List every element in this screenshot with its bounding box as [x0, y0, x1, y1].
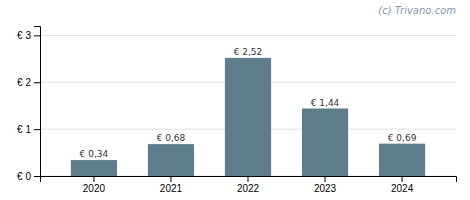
tick-label: 2021 — [160, 183, 183, 194]
tick: € 0 — [17, 171, 40, 182]
tick-label: 2022 — [237, 183, 260, 194]
data-labels: € 0,34 € 0,68 € 2,52 € 1,44 € 0,69 — [80, 47, 417, 159]
tick: 2023 — [314, 176, 337, 194]
tick-mark — [34, 176, 40, 177]
tick-label: € 3 — [17, 30, 31, 41]
tick-label: € 2 — [17, 77, 31, 88]
tick: 2021 — [160, 176, 183, 194]
tick-mark — [248, 176, 249, 182]
tick-mark — [34, 82, 40, 83]
grid-line — [40, 35, 456, 36]
bar — [302, 109, 348, 177]
tick-mark — [34, 35, 40, 36]
plot: € 0€ 1€ 2€ 320202021202220232024€ 0,34€ … — [17, 27, 456, 195]
tick: € 1 — [17, 124, 40, 135]
tick: 2024 — [391, 176, 414, 194]
axis-line — [41, 177, 457, 183]
data-label: € 0,69 — [388, 133, 417, 143]
tick: 2022 — [237, 176, 260, 194]
y-axis: € 0 € 1 € 2 € 3 — [17, 27, 40, 182]
chart: € 0€ 1€ 2€ 320202021202220232024€ 0,34€ … — [0, 0, 470, 200]
data-label: € 0,68 — [157, 133, 186, 143]
bar — [379, 144, 425, 176]
tick: 2020 — [83, 176, 106, 194]
tick-mark — [93, 176, 94, 182]
tick-mark — [170, 176, 171, 182]
data-label: € 1,44 — [311, 98, 340, 108]
tick: € 3 — [17, 30, 40, 41]
x-axis: 2020 2021 2022 2023 2024 — [41, 176, 457, 194]
tick-label: € 1 — [17, 124, 31, 135]
tick-mark — [402, 176, 403, 182]
watermark: (c) Trivano.com — [378, 5, 456, 16]
tick: € 2 — [17, 77, 40, 88]
tick-label: 2023 — [314, 183, 337, 194]
grid — [40, 35, 456, 176]
tick-mark — [34, 129, 40, 130]
tick-mark — [325, 176, 326, 182]
tick-label: 2020 — [83, 183, 106, 194]
tick-label: € 0 — [17, 171, 31, 182]
data-label: € 0,34 — [80, 149, 109, 159]
bar — [71, 160, 117, 176]
axis-line — [34, 27, 41, 177]
bars — [71, 58, 425, 176]
tick-label: 2024 — [391, 183, 414, 194]
bar — [225, 58, 271, 176]
bar — [148, 144, 194, 176]
data-label: € 2,52 — [234, 47, 263, 57]
